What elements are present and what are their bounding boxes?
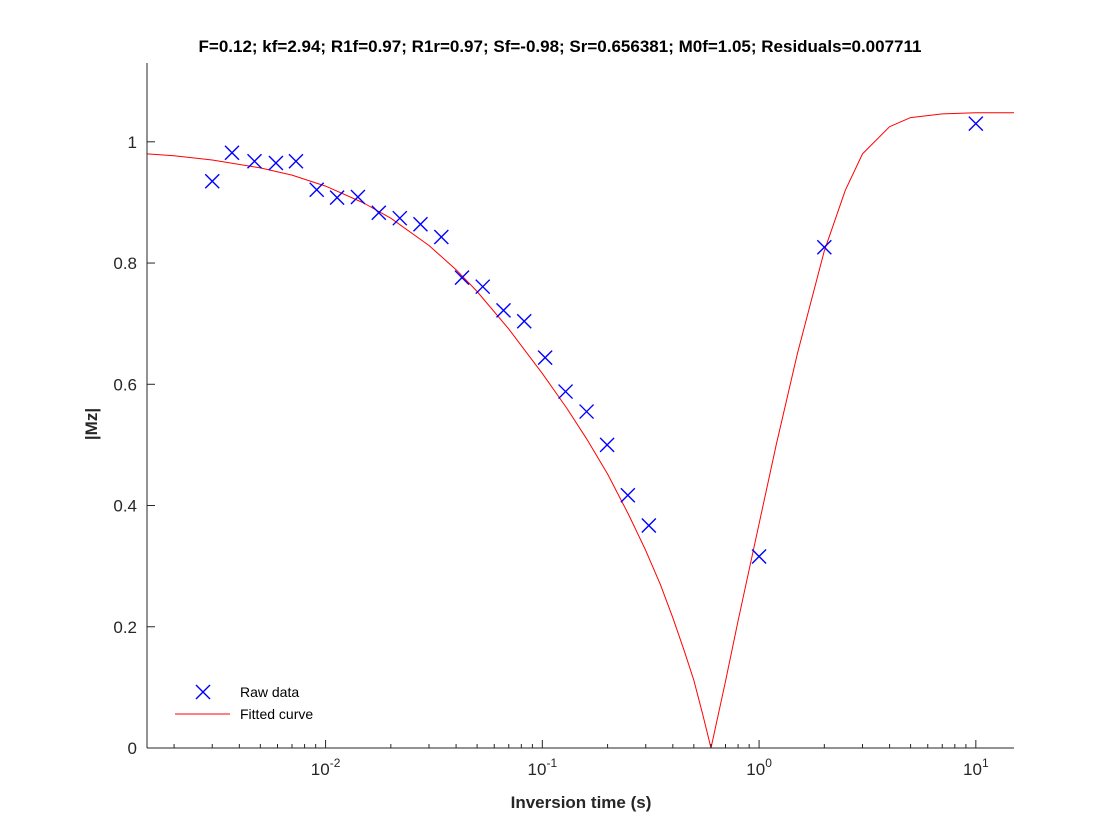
data-point [496, 302, 511, 318]
marker-stroke [496, 302, 511, 318]
data-point [579, 404, 595, 420]
marker-stroke [641, 518, 657, 534]
y-tick-label: 0 [128, 739, 137, 758]
data-point [751, 548, 767, 564]
data-point [620, 487, 636, 503]
x-tick-label: 10-1 [528, 756, 558, 779]
data-point [516, 313, 532, 329]
data-point [392, 210, 408, 226]
marker-stroke [620, 487, 636, 503]
data-point [247, 153, 263, 169]
data-point [288, 153, 304, 169]
marker-stroke [392, 210, 408, 226]
data-point [968, 116, 984, 132]
data-point [412, 216, 428, 232]
data-point [599, 437, 615, 453]
data-point [204, 173, 220, 189]
marker-stroke [288, 153, 304, 169]
x-tick-label: 100 [746, 756, 772, 779]
data-point [558, 384, 574, 400]
marker-stroke [224, 145, 240, 161]
chart-title: F=0.12; kf=2.94; R1f=0.97; R1r=0.97; Sf=… [199, 37, 922, 56]
x-tick-label: 101 [963, 756, 989, 779]
axes: 0 0.2 0.4 0.6 0.8 1 10-2 10-1 100 101 [113, 63, 1014, 779]
legend-marker-raw-data [195, 684, 211, 700]
x-tick-label: 10-2 [311, 756, 341, 779]
marker-stroke [195, 684, 211, 700]
data-point [475, 279, 491, 295]
marker-stroke [579, 404, 595, 420]
data-point [641, 518, 657, 534]
y-tick-label: 0.2 [113, 618, 137, 637]
y-tick-label: 0.4 [113, 497, 137, 516]
plot-area [146, 112, 1014, 749]
data-point [454, 270, 470, 286]
legend: Raw data Fitted curve [175, 684, 313, 722]
data-point [350, 189, 366, 205]
data-point [371, 205, 387, 221]
fitted-curve-line [146, 112, 1014, 749]
marker-stroke [350, 189, 366, 205]
data-point [816, 239, 832, 255]
marker-stroke [268, 155, 284, 171]
legend-marker-x [195, 684, 211, 700]
data-point [309, 182, 325, 198]
marker-stroke [968, 116, 984, 132]
marker-stroke [599, 437, 615, 453]
data-point [433, 229, 449, 245]
marker-stroke [204, 173, 220, 189]
legend-label-fitted-curve: Fitted curve [240, 706, 313, 722]
y-axis-title: |Mz| [82, 408, 101, 440]
marker-stroke [558, 384, 574, 400]
marker-stroke [433, 229, 449, 245]
data-point [329, 190, 345, 206]
data-point [268, 155, 284, 171]
marker-stroke [371, 205, 387, 221]
marker-stroke [454, 270, 470, 286]
marker-stroke [329, 190, 345, 206]
marker-stroke [412, 216, 428, 232]
legend-label-raw-data: Raw data [240, 684, 299, 700]
marker-stroke [816, 239, 832, 255]
marker-stroke [475, 279, 491, 295]
data-point [537, 350, 553, 366]
marker-stroke [247, 153, 263, 169]
marker-stroke [516, 313, 532, 329]
marker-stroke [751, 548, 767, 564]
y-tick-label: 0.6 [113, 375, 137, 394]
y-tick-label: 1 [128, 133, 137, 152]
x-axis-title: Inversion time (s) [511, 793, 652, 812]
y-tick-label: 0.8 [113, 254, 137, 273]
marker-stroke [537, 350, 553, 366]
marker-stroke [309, 182, 325, 198]
data-point [224, 145, 240, 161]
